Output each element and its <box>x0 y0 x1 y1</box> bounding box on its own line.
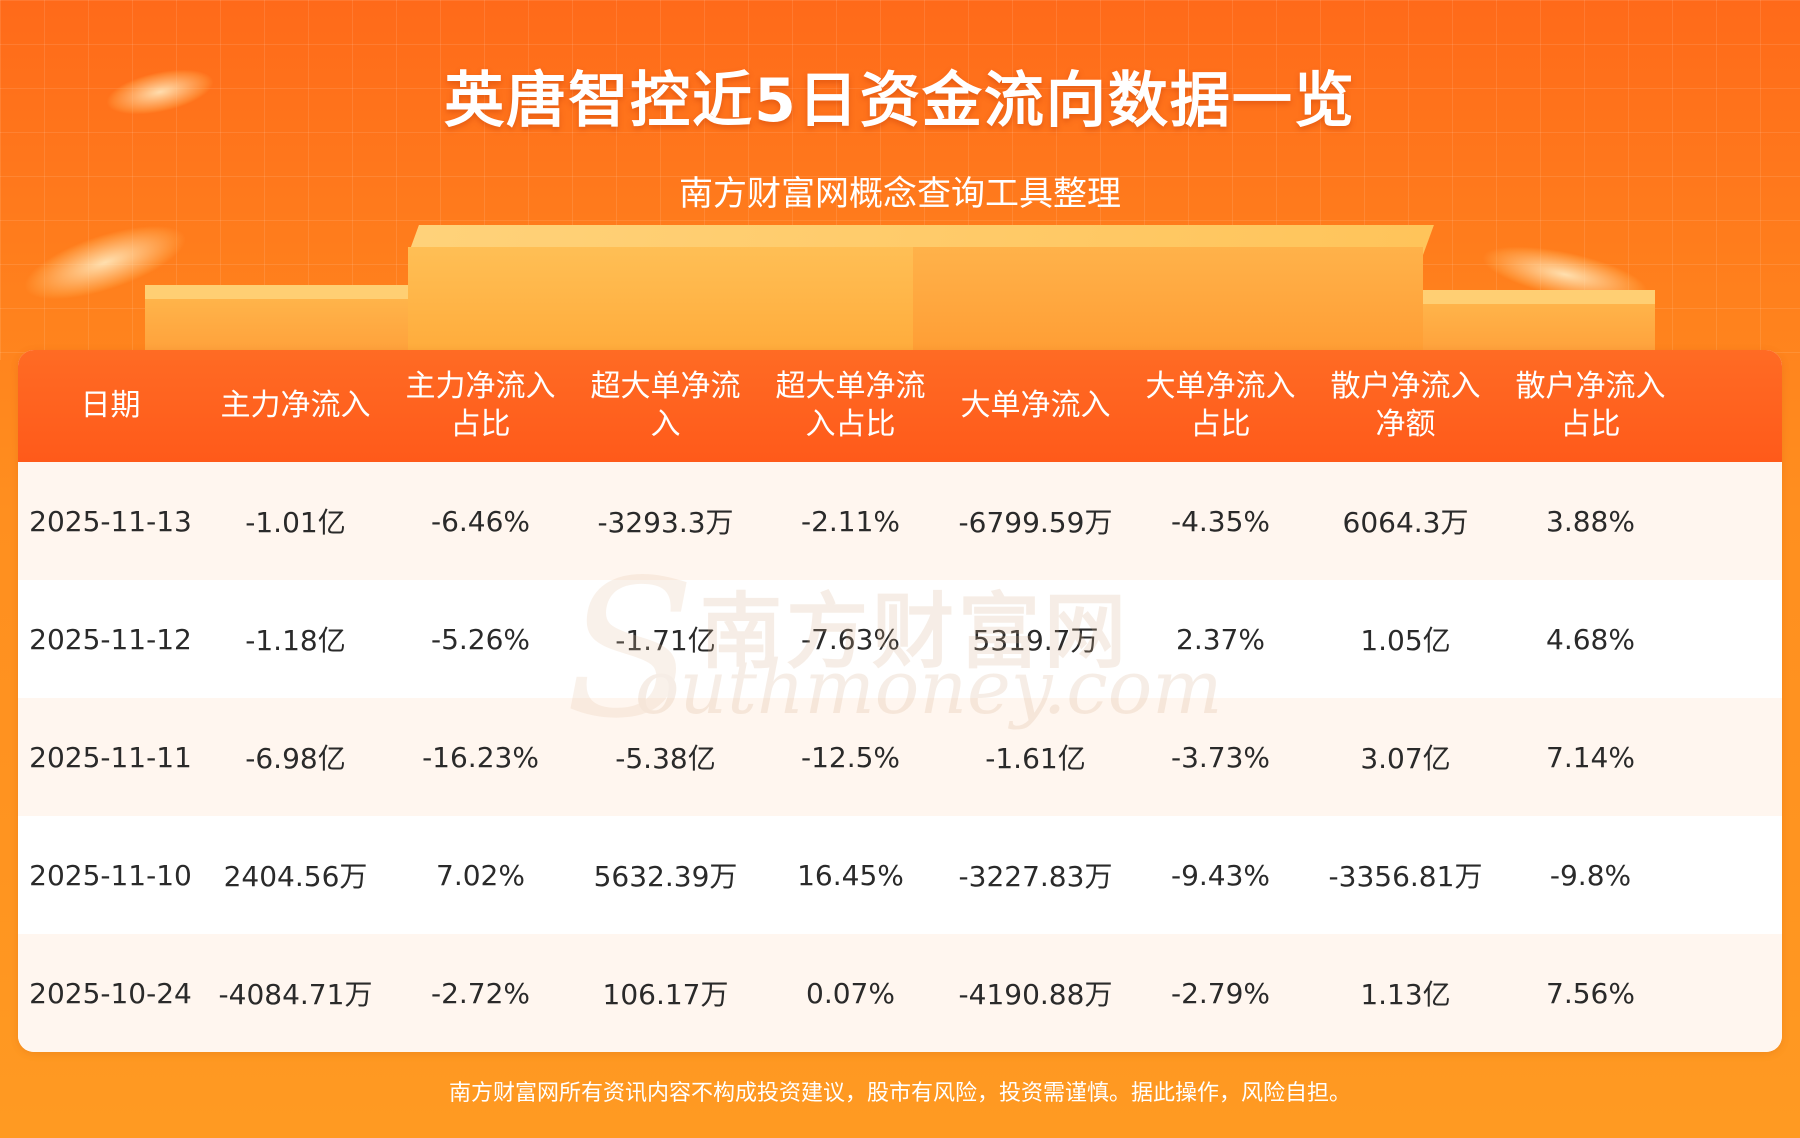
table-row: 2025-11-12 -1.18亿 -5.26% -1.71亿 -7.63% 5… <box>18 580 1782 698</box>
cell-value: -3.73% <box>1170 740 1271 774</box>
cell-value: -12.5% <box>800 740 901 774</box>
cell-value: -6.98亿 <box>245 742 346 775</box>
footer-disclaimer: 南方财富网所有资讯内容不构成投资建议，股市有风险，投资需谨慎。据此操作，风险自担… <box>448 1081 1351 1106</box>
cell-value: 7.56% <box>1546 976 1635 1010</box>
decorative-podium-center <box>408 225 1434 350</box>
column-header-retail-ratio: 散户净流入占比 <box>1515 369 1666 442</box>
cell-value: 16.45% <box>797 858 904 892</box>
table-header: 日期 主力净流入 主力净流入占比 超大单净流入 超大单净流入占比 大单净流入 大… <box>18 350 1782 462</box>
column-header-main-ratio: 主力净流入占比 <box>405 369 556 442</box>
cell-value: 3.07亿 <box>1360 742 1451 775</box>
table-row: 2025-10-24 -4084.71万 -2.72% 106.17万 0.07… <box>18 934 1782 1052</box>
column-header-super-ratio: 超大单净流入占比 <box>775 369 926 442</box>
cell-value: -1.61亿 <box>985 742 1086 775</box>
cell-value: 7.02% <box>436 858 525 892</box>
cell-value: 2.37% <box>1176 622 1265 656</box>
table-row: 2025-11-11 -6.98亿 -16.23% -5.38亿 -12.5% … <box>18 698 1782 816</box>
page-title: 英唐智控近5日资金流向数据一览 <box>444 66 1356 136</box>
cell-value: -4.35% <box>1170 504 1271 538</box>
table-row: 2025-11-10 2404.56万 7.02% 5632.39万 16.45… <box>18 816 1782 934</box>
cell-date: 2025-11-11 <box>29 740 192 774</box>
cell-value: -2.72% <box>430 976 531 1010</box>
cell-value: 7.14% <box>1546 740 1635 774</box>
cell-value: -6.46% <box>430 504 531 538</box>
column-header-date: 日期 <box>80 388 141 423</box>
cell-date: 2025-11-13 <box>29 504 192 538</box>
cell-value: -16.23% <box>422 740 539 774</box>
cell-value: -5.38亿 <box>615 742 716 775</box>
cell-value: -6799.59万 <box>958 506 1113 539</box>
cell-value: 5632.39万 <box>593 860 738 893</box>
cell-value: -4190.88万 <box>958 978 1113 1011</box>
column-header-large-inflow: 大单净流入 <box>960 388 1111 423</box>
cell-value: -3227.83万 <box>958 860 1113 893</box>
cell-value: -5.26% <box>430 622 531 656</box>
cell-value: -1.18亿 <box>245 624 346 657</box>
cell-value: 6064.3万 <box>1342 506 1469 539</box>
cell-value: -9.43% <box>1170 858 1271 892</box>
cell-value: -3356.81万 <box>1328 860 1483 893</box>
column-header-retail-inflow: 散户净流入净额 <box>1330 369 1481 442</box>
cell-value: 106.17万 <box>602 978 729 1011</box>
cell-value: 0.07% <box>806 976 895 1010</box>
cell-value: -9.8% <box>1549 858 1632 892</box>
page-subtitle: 南方财富网概念查询工具整理 <box>679 174 1121 214</box>
fund-flow-table: 日期 主力净流入 主力净流入占比 超大单净流入 超大单净流入占比 大单净流入 大… <box>18 350 1782 1052</box>
cell-value: -3293.3万 <box>597 506 734 539</box>
cell-value: -1.71亿 <box>615 624 716 657</box>
cell-value: 5319.7万 <box>972 624 1099 657</box>
column-header-main-inflow: 主力净流入 <box>220 388 371 423</box>
cell-date: 2025-11-10 <box>29 858 192 892</box>
cell-value: -2.79% <box>1170 976 1271 1010</box>
cell-date: 2025-11-12 <box>29 622 192 656</box>
cell-value: -7.63% <box>800 622 901 656</box>
cell-value: 4.68% <box>1546 622 1635 656</box>
cell-date: 2025-10-24 <box>29 976 192 1010</box>
cell-value: 2404.56万 <box>223 860 368 893</box>
table-row: 2025-11-13 -1.01亿 -6.46% -3293.3万 -2.11%… <box>18 462 1782 580</box>
cell-value: -2.11% <box>800 504 901 538</box>
cell-value: -4084.71万 <box>218 978 373 1011</box>
column-header-super-inflow: 超大单净流入 <box>590 369 741 442</box>
column-header-large-ratio: 大单净流入占比 <box>1145 369 1296 442</box>
cell-value: 1.05亿 <box>1360 624 1451 657</box>
cell-value: 3.88% <box>1546 504 1635 538</box>
cell-value: -1.01亿 <box>245 506 346 539</box>
cell-value: 1.13亿 <box>1360 978 1451 1011</box>
